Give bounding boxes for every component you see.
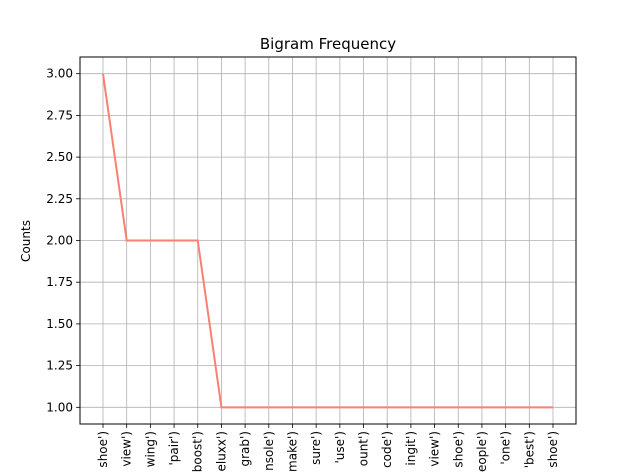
x-tick-label: view')	[428, 431, 442, 467]
x-tick-label: wing')	[143, 431, 157, 467]
x-tick-label: make')	[285, 431, 299, 472]
y-tick-label: 2.00	[46, 234, 73, 248]
x-tick-label: eluxx')	[214, 431, 228, 472]
data-point	[126, 240, 128, 242]
data-point	[315, 406, 317, 408]
data-point	[220, 406, 222, 408]
data-point	[457, 406, 459, 408]
y-tick-label: 1.75	[46, 275, 73, 289]
y-tick-label: 1.00	[46, 400, 73, 414]
y-tick-label: 1.50	[46, 317, 73, 331]
data-point	[363, 406, 365, 408]
y-tick-label: 2.50	[46, 150, 73, 164]
data-point	[410, 406, 412, 408]
x-tick-label: 'use')	[333, 431, 347, 464]
y-axis: 1.00 1.25 1.50 1.75 2.00 2.25 2.50 2.75 3.00	[46, 67, 80, 414]
data-point	[291, 406, 293, 408]
y-axis-label: Counts	[19, 220, 33, 262]
x-tick-label: eople')	[475, 431, 489, 472]
x-tick-label: ount')	[357, 431, 371, 466]
data-point	[386, 406, 388, 408]
x-tick-label: ingit')	[404, 431, 418, 466]
x-tick-label: grab')	[238, 431, 252, 467]
data-point	[244, 406, 246, 408]
data-point	[434, 406, 436, 408]
data-point	[268, 406, 270, 408]
series-line	[102, 73, 553, 409]
grid-lines	[80, 57, 576, 424]
x-tick-label: sure')	[309, 431, 323, 465]
y-tick-label: 2.25	[46, 192, 73, 206]
y-tick-label: 1.25	[46, 359, 73, 373]
data-point	[481, 406, 483, 408]
x-tick-label: boost')	[191, 431, 205, 472]
x-tick-label: shoe')	[451, 431, 465, 468]
data-point	[528, 406, 530, 408]
x-tick-label: 'best')	[522, 431, 536, 468]
x-tick-label: code')	[380, 431, 394, 468]
x-tick-label: 'one')	[499, 431, 513, 465]
data-point	[149, 240, 151, 242]
x-tick-label: nsole')	[262, 431, 276, 471]
x-tick-label: 'pair')	[167, 431, 181, 466]
data-point	[339, 406, 341, 408]
x-tick-label: shoe')	[546, 431, 560, 468]
x-tick-label: view')	[120, 431, 134, 467]
data-point	[102, 73, 104, 75]
data-point	[173, 240, 175, 242]
data-point	[197, 240, 199, 242]
data-point	[505, 406, 507, 408]
data-point	[552, 406, 554, 408]
y-tick-label: 2.75	[46, 108, 73, 122]
chart-title: Bigram Frequency	[260, 35, 396, 53]
x-tick-label: shoe')	[96, 431, 110, 468]
y-tick-label: 3.00	[46, 67, 73, 81]
x-axis: shoe') view') wing') 'pair') boost') eluxx')…	[96, 424, 560, 472]
